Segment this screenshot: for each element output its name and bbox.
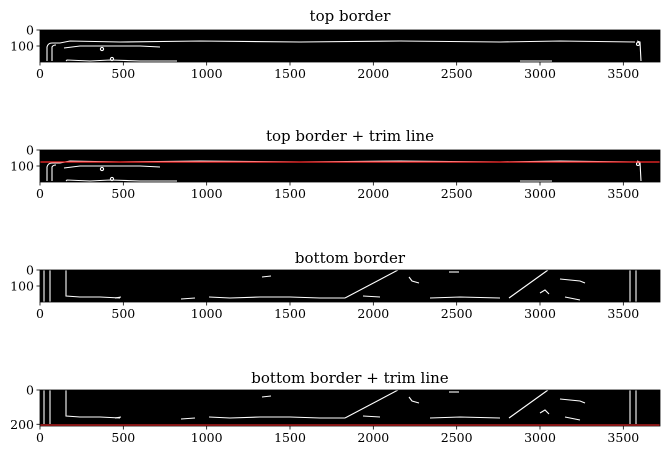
x-tick-label: 1500 bbox=[274, 186, 306, 201]
axes-frame bbox=[39, 389, 661, 427]
x-tick-label: 0 bbox=[36, 66, 44, 81]
x-tick-label: 1000 bbox=[191, 186, 223, 201]
x-tick-label: 3000 bbox=[524, 306, 556, 321]
panel-title: bottom border + trim line bbox=[251, 369, 449, 387]
x-axis: 0 500 1000 1500 2000 2500 3000 3500 bbox=[36, 302, 639, 321]
x-tick-label: 1500 bbox=[274, 66, 306, 81]
x-tick-label: 3000 bbox=[524, 186, 556, 201]
edge-lines bbox=[46, 40, 642, 62]
edge-lines bbox=[43, 389, 637, 424]
x-tick-label: 1000 bbox=[191, 66, 223, 81]
panel-top-border: top border 0 500 1000 1500 2000 2500 3000 3500 … bbox=[10, 7, 661, 81]
x-tick-label: 1000 bbox=[191, 306, 223, 321]
x-tick-label: 2500 bbox=[441, 186, 473, 201]
y-tick-label: 100 bbox=[10, 279, 34, 294]
panel-bottom-border-trim: bottom border + trim line 0 500 1000 1500 20… bbox=[10, 369, 661, 445]
x-tick-label: 500 bbox=[111, 66, 135, 81]
panel-title: bottom border bbox=[295, 249, 406, 267]
x-tick-label: 3000 bbox=[524, 430, 556, 445]
x-tick-label: 2500 bbox=[441, 66, 473, 81]
panel-title: top border bbox=[310, 7, 392, 25]
x-tick-label: 500 bbox=[111, 306, 135, 321]
x-tick-label: 3500 bbox=[607, 186, 639, 201]
x-axis: 0 500 1000 1500 2000 2500 3000 3500 bbox=[36, 182, 639, 201]
x-tick-label: 500 bbox=[111, 430, 135, 445]
x-tick-label: 3000 bbox=[524, 66, 556, 81]
x-tick-label: 2500 bbox=[441, 430, 473, 445]
x-tick-label: 2500 bbox=[441, 306, 473, 321]
panel-top-border-trim: top border + trim line 0 500 1000 1500 2000 2… bbox=[10, 127, 661, 201]
x-tick-label: 3500 bbox=[607, 66, 639, 81]
x-tick-label: 0 bbox=[36, 306, 44, 321]
x-tick-label: 0 bbox=[36, 186, 44, 201]
y-tick-label: 100 bbox=[10, 159, 34, 174]
axes-frame bbox=[39, 149, 661, 183]
x-axis: 0 500 1000 1500 2000 2500 3000 3500 bbox=[36, 426, 639, 445]
x-tick-label: 500 bbox=[111, 186, 135, 201]
y-tick-label: 200 bbox=[10, 417, 34, 432]
y-tick-label: 0 bbox=[26, 143, 34, 158]
x-tick-label: 1000 bbox=[191, 430, 223, 445]
x-tick-label: 2000 bbox=[357, 430, 389, 445]
image-area bbox=[40, 390, 660, 426]
edge-lines bbox=[43, 269, 637, 302]
x-tick-label: 1500 bbox=[274, 430, 306, 445]
x-axis: 0 500 1000 1500 2000 2500 3000 3500 bbox=[36, 62, 639, 81]
x-tick-label: 2000 bbox=[357, 306, 389, 321]
x-tick-label: 3500 bbox=[607, 306, 639, 321]
image-area bbox=[40, 270, 660, 302]
y-tick-label: 0 bbox=[26, 383, 34, 398]
x-tick-label: 1500 bbox=[274, 306, 306, 321]
axes-frame bbox=[39, 29, 661, 63]
panel-title: top border + trim line bbox=[266, 127, 434, 145]
x-tick-label: 0 bbox=[36, 430, 44, 445]
x-tick-label: 2000 bbox=[357, 66, 389, 81]
axes-frame bbox=[39, 269, 661, 303]
y-tick-label: 0 bbox=[26, 23, 34, 38]
y-tick-label: 0 bbox=[26, 263, 34, 278]
panel-bottom-border: bottom border 0 500 1000 1500 2000 2500 3000 35… bbox=[10, 249, 661, 321]
y-tick-label: 100 bbox=[10, 39, 34, 54]
x-tick-label: 3500 bbox=[607, 430, 639, 445]
x-tick-label: 2000 bbox=[357, 186, 389, 201]
y-axis: 0 200 bbox=[10, 383, 40, 432]
